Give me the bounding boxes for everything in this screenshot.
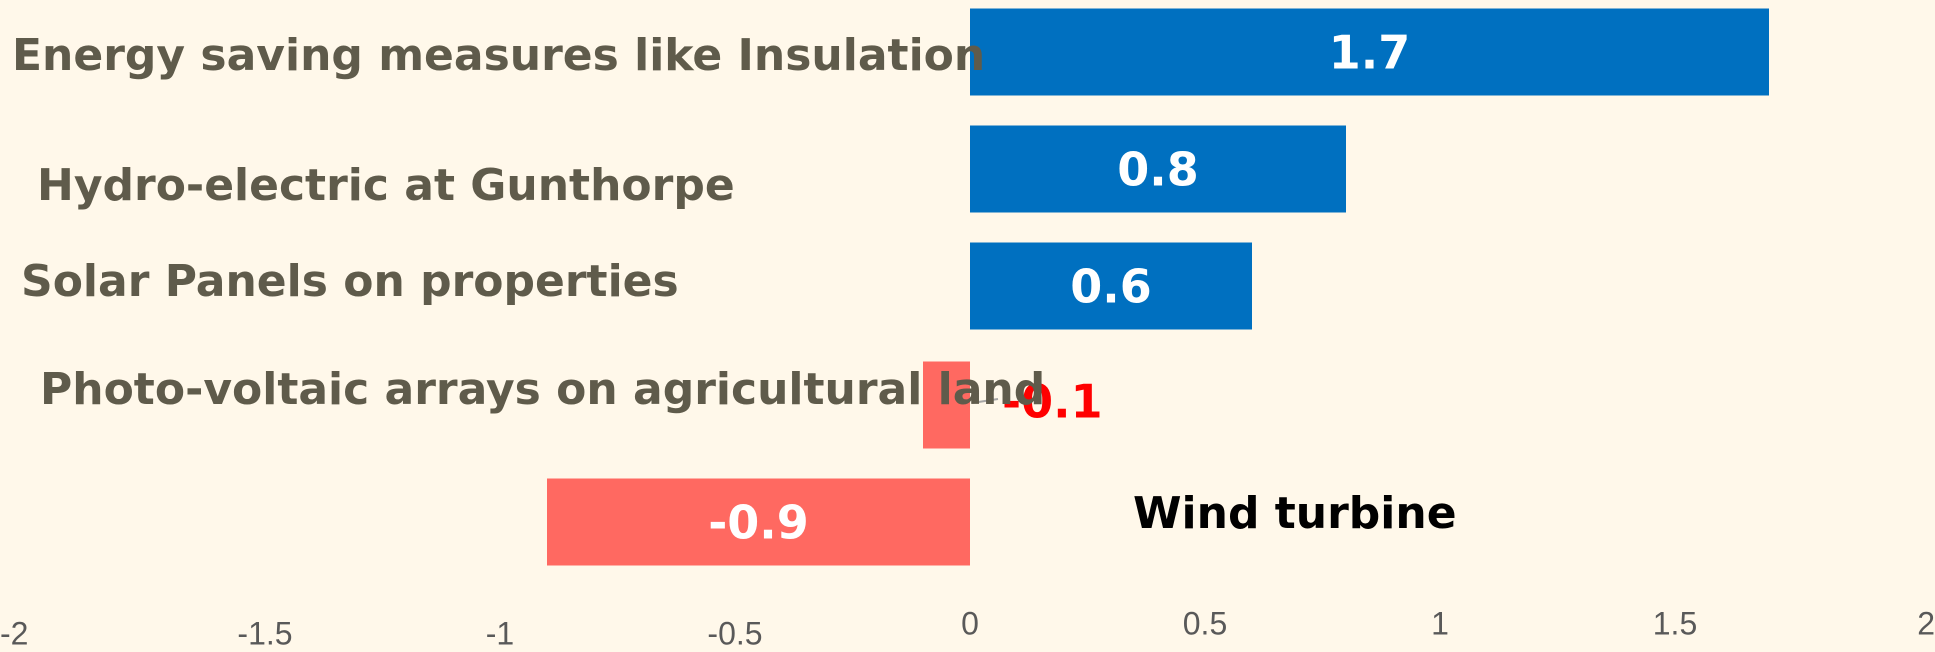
value-label: -0.9 (708, 496, 809, 550)
bar (923, 361, 970, 449)
x-tick-label: -1 (486, 615, 514, 651)
x-tick-label: -0.5 (707, 615, 762, 651)
x-tick-label: -1.5 (237, 615, 292, 651)
leader-line (971, 398, 999, 404)
category-label: Hydro-electric at Gunthorpe (37, 160, 735, 211)
bar (970, 242, 1252, 330)
x-tick-label: 1.5 (1653, 605, 1697, 641)
bar (970, 125, 1346, 213)
category-label: Photo-voltaic arrays on agricultural lan… (40, 364, 1045, 415)
x-tick-label: -2 (0, 615, 28, 651)
x-tick-label: 1 (1431, 605, 1449, 641)
x-tick-label: 0.5 (1183, 605, 1227, 641)
value-label: 0.8 (1117, 143, 1199, 197)
category-label: Solar Panels on properties (21, 256, 679, 307)
category-label: Energy saving measures like Insulation (12, 30, 985, 81)
value-label: 0.6 (1070, 260, 1152, 314)
category-label: Wind turbine (1133, 488, 1457, 539)
x-tick-label: 0 (961, 605, 979, 641)
bar (547, 478, 970, 566)
bar (970, 8, 1769, 96)
value-label: 1.7 (1329, 26, 1411, 80)
x-tick-label: 2 (1917, 605, 1935, 641)
value-label: -0.1 (1002, 375, 1103, 429)
